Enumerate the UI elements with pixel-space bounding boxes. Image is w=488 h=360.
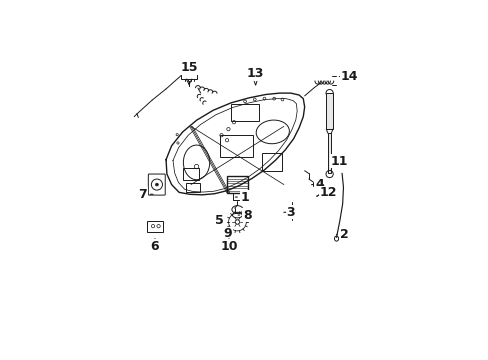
Text: 8: 8: [238, 208, 251, 221]
Text: 5: 5: [215, 214, 224, 227]
Text: 2: 2: [336, 228, 348, 241]
Text: 10: 10: [220, 239, 237, 253]
Text: 13: 13: [246, 67, 264, 80]
Circle shape: [155, 183, 158, 186]
Text: 1: 1: [235, 190, 249, 203]
Text: 15: 15: [180, 61, 198, 74]
Text: 14: 14: [339, 70, 357, 83]
Text: 7: 7: [138, 188, 153, 201]
Text: 12: 12: [319, 186, 336, 199]
Text: 4: 4: [311, 178, 323, 191]
Text: 3: 3: [284, 206, 295, 219]
Text: 11: 11: [330, 154, 347, 167]
Text: 6: 6: [150, 239, 159, 253]
FancyBboxPatch shape: [325, 93, 332, 129]
FancyBboxPatch shape: [327, 133, 330, 174]
Text: 9: 9: [223, 227, 232, 240]
